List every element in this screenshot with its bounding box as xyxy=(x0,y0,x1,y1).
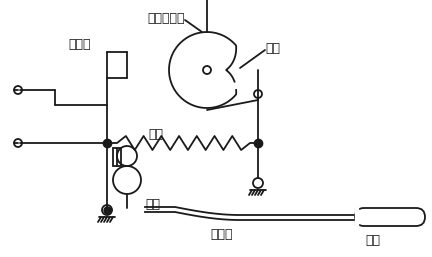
Text: 弹簧: 弹簧 xyxy=(148,128,163,141)
Text: 凹轮: 凹轮 xyxy=(265,42,280,55)
Text: 膜盒: 膜盒 xyxy=(145,198,160,211)
FancyBboxPatch shape xyxy=(355,208,425,226)
Text: 调温旋钮轴: 调温旋钮轴 xyxy=(147,12,184,25)
Text: 电接点: 电接点 xyxy=(68,38,90,51)
Text: 毛细管: 毛细管 xyxy=(210,228,232,241)
Bar xyxy=(113,148,121,166)
Text: 温包: 温包 xyxy=(365,234,380,247)
